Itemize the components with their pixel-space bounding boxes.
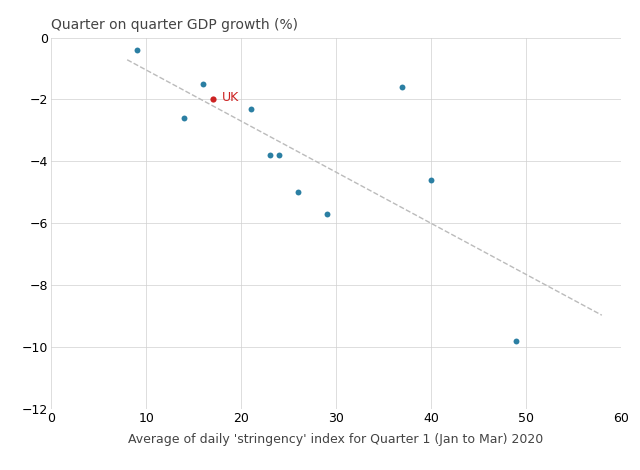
Point — [246, 105, 256, 112]
Point — [397, 83, 408, 91]
Point — [511, 337, 522, 345]
Point — [198, 80, 208, 88]
X-axis label: Average of daily 'stringency' index for Quarter 1 (Jan to Mar) 2020: Average of daily 'stringency' index for … — [129, 433, 543, 446]
Point — [426, 176, 436, 184]
Text: UK: UK — [222, 92, 239, 104]
Point — [274, 151, 284, 159]
Point — [132, 46, 142, 54]
Point — [321, 210, 332, 218]
Text: Quarter on quarter GDP growth (%): Quarter on quarter GDP growth (%) — [51, 18, 298, 32]
Point — [207, 96, 218, 103]
Point — [264, 151, 275, 159]
Point — [293, 188, 303, 196]
Point — [179, 114, 189, 122]
